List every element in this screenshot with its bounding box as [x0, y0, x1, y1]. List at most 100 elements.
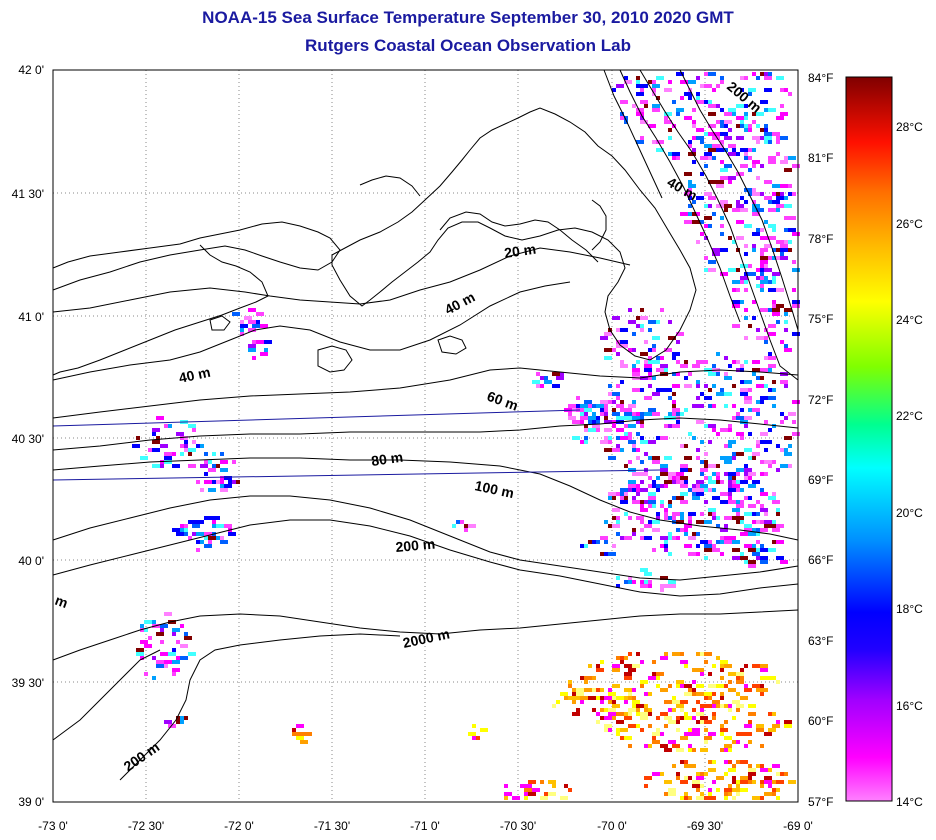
sst-pixel: [752, 360, 760, 364]
sst-pixel: [152, 676, 156, 680]
sst-pixel: [216, 524, 224, 528]
sst-pixel: [624, 412, 632, 416]
contour-label-40m: 40 m: [177, 364, 212, 386]
sst-pixel: [768, 548, 776, 552]
f-tick: 72°F: [808, 393, 833, 407]
sst-pixel: [752, 136, 760, 140]
sst-pixel: [792, 432, 800, 436]
lon-tick: -69 30': [687, 819, 723, 833]
sst-pixel: [688, 152, 696, 156]
sst-pixel: [736, 504, 744, 508]
sst-pixel: [732, 384, 736, 388]
sst-pixel: [636, 412, 640, 416]
sst-pixel: [684, 760, 688, 764]
sst-pixel: [708, 672, 712, 676]
sst-pixel: [728, 704, 732, 708]
sst-pixel: [736, 516, 744, 520]
contour-label-m: m: [53, 592, 70, 611]
sst-pixel: [680, 212, 688, 216]
sst-pixel: [208, 468, 216, 472]
sst-pixel: [640, 308, 644, 312]
sst-pixel: [672, 356, 676, 360]
sst-pixel: [580, 544, 584, 548]
sst-pixel: [632, 488, 636, 492]
sst-pixel: [696, 404, 704, 408]
sst-pixel: [776, 152, 780, 156]
sst-pixel: [708, 156, 712, 160]
sst-pixel: [724, 148, 728, 152]
sst-pixel: [520, 784, 524, 788]
sst-pixel: [612, 684, 620, 688]
sst-pixel: [692, 532, 696, 536]
sst-pixel: [688, 188, 692, 192]
sst-pixel: [772, 528, 780, 532]
sst-pixel: [764, 140, 768, 144]
sst-pixel: [720, 76, 724, 80]
sst-pixel: [664, 748, 672, 752]
sst-pixel: [592, 424, 600, 428]
sst-pixel: [208, 540, 212, 544]
sst-pixel: [728, 748, 732, 752]
sst-pixel: [576, 396, 580, 400]
sst-pixel: [788, 248, 792, 252]
sst-pixel: [216, 536, 220, 540]
sst-pixel: [668, 136, 672, 140]
sst-pixel: [724, 164, 732, 168]
sst-pixel: [708, 760, 712, 764]
sst-pixel: [740, 300, 744, 304]
sst-pixel: [724, 136, 732, 140]
sst-pixel: [224, 524, 232, 528]
sst-pixel: [476, 736, 480, 740]
sst-pixel: [212, 480, 216, 484]
sst-pixel: [768, 352, 772, 356]
sst-pixel: [760, 260, 768, 264]
sst-pixel: [744, 664, 748, 668]
sst-pixel: [736, 268, 740, 272]
sst-pixel: [680, 476, 688, 480]
sst-pixel: [728, 488, 736, 492]
sst-pixel: [172, 628, 180, 632]
sst-pixel: [708, 732, 716, 736]
sst-pixel: [788, 228, 796, 232]
sst-pixel: [660, 732, 664, 736]
sst-pixel: [732, 304, 740, 308]
sst-pixel: [148, 448, 152, 452]
sst-pixel: [660, 536, 668, 540]
sst-pixel: [744, 688, 752, 692]
sst-pixel: [728, 672, 736, 676]
sst-pixel: [732, 288, 736, 292]
sst-pixel: [544, 380, 552, 384]
sst-pixel: [788, 444, 792, 448]
sst-pixel: [760, 248, 768, 252]
c-tick: 20°C: [896, 506, 923, 520]
sst-pixel: [232, 480, 236, 484]
sst-pixel: [592, 708, 596, 712]
sst-pixel: [628, 348, 632, 352]
sst-pixel: [740, 676, 744, 680]
sst-pixel: [768, 396, 776, 400]
celsius-scale: 28°C 26°C 24°C 22°C 20°C 18°C 16°C 14°C: [896, 120, 923, 809]
sst-pixel: [676, 412, 680, 416]
sst-pixel: [172, 528, 180, 532]
sst-pixel: [708, 124, 716, 128]
sst-pixel: [196, 480, 200, 484]
sst-pixel: [624, 736, 632, 740]
sst-pixel: [172, 672, 176, 676]
sst-pixel: [660, 464, 668, 468]
sst-pixel: [572, 416, 576, 420]
sst-pixel: [656, 76, 664, 80]
sst-pixel: [720, 456, 728, 460]
sst-pixel: [624, 464, 628, 468]
sst-pixel: [696, 196, 704, 200]
sst-pixel: [580, 700, 584, 704]
sst-pixel: [564, 784, 568, 788]
sst-pixel: [756, 724, 764, 728]
sst-pixel: [740, 780, 748, 784]
sst-pixel: [624, 716, 632, 720]
sst-pixel: [576, 420, 580, 424]
sst-pixel: [640, 712, 648, 716]
sst-pixel: [600, 412, 604, 416]
lat-tick: 39 30': [12, 676, 44, 690]
sst-pixel: [656, 716, 660, 720]
sst-pixel: [704, 224, 708, 228]
